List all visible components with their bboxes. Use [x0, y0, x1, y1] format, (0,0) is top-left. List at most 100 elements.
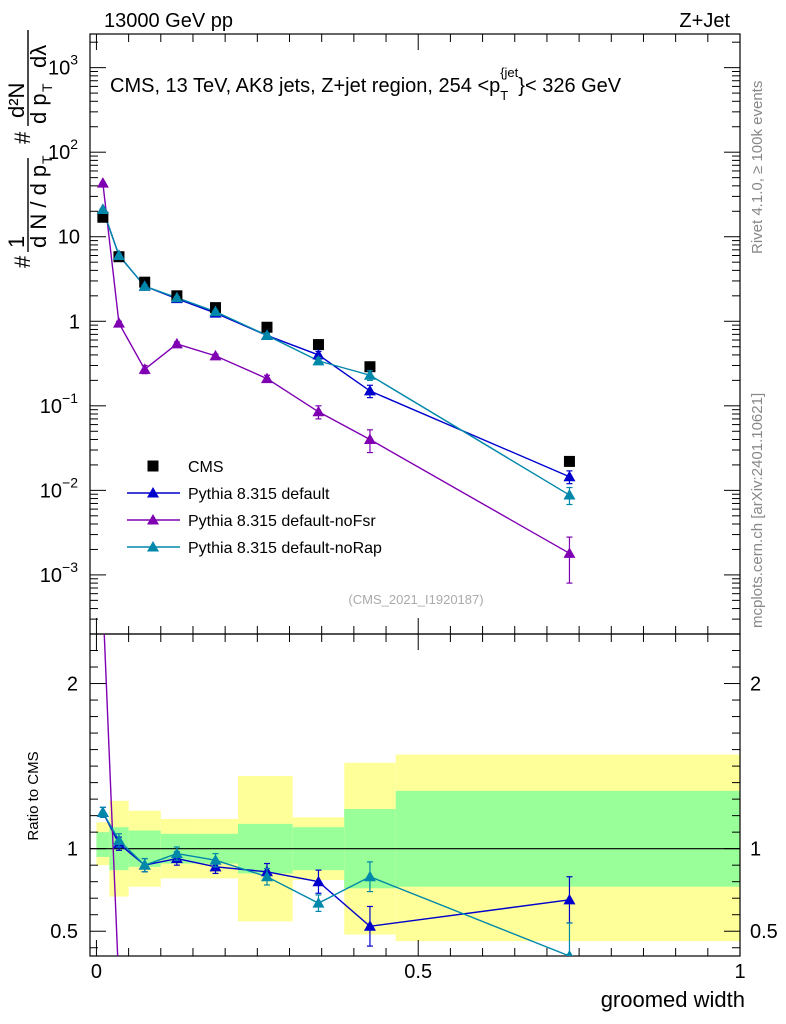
- ylabel-one: 1: [4, 236, 29, 248]
- data-point-mc: [363, 433, 376, 444]
- data-point-mc: [363, 369, 376, 380]
- data-point-mc: [209, 305, 222, 317]
- analysis-watermark: (CMS_2021_I1920187): [348, 592, 483, 607]
- x-tick-label: 0.5: [404, 961, 432, 983]
- legend-label: CMS: [188, 459, 224, 476]
- ratio-point: [209, 854, 222, 865]
- legend-marker: [147, 487, 159, 498]
- ratio-y-tick-label: 0.5: [50, 921, 78, 943]
- ratio-point: [566, 950, 573, 956]
- ratio-point: [138, 859, 151, 870]
- legend-label: Pythia 8.315 default-noFsr: [188, 513, 376, 530]
- data-point-cms: [312, 339, 324, 351]
- plot-title: CMS, 13 TeV, AK8 jets, Z+jet region, 254…: [110, 65, 622, 103]
- data-point-mc: [112, 317, 125, 328]
- ratio-y-tick-label-right: 2: [750, 674, 761, 696]
- ratio-y-ticks: 0.5 0.5 1 1 2 2: [50, 633, 778, 949]
- legend-marker: [147, 514, 159, 525]
- series-line: [102, 209, 570, 496]
- ylabel-den-sub: T: [39, 155, 55, 164]
- data-point-mc: [563, 547, 576, 558]
- x-tick-label: 1: [734, 961, 745, 983]
- main-y-axis-label: # 1 d N / d p T # d²N d p T dλ: [4, 30, 55, 268]
- rivet-version-label: Rivet 4.1.0, ≥ 100k events: [749, 81, 766, 254]
- legend-label: Pythia 8.315 default-noRap: [188, 540, 382, 557]
- legend: CMS Pythia 8.315 default Pythia 8.315 defa…: [127, 459, 382, 557]
- data-point-mc: [209, 349, 222, 361]
- ratio-series: [96, 634, 576, 956]
- ylabel-hash: #: [10, 255, 35, 268]
- ratio-point: [96, 806, 109, 817]
- ylabel-dlambda: dλ: [26, 45, 51, 68]
- ratio-point: [112, 834, 125, 845]
- uncertainty-band-green: [395, 790, 740, 887]
- data-point-mc: [260, 372, 273, 384]
- title-sup: {jet: [500, 65, 518, 80]
- data-point-mc: [260, 329, 273, 340]
- ratio-y-tick-label-right: 1: [750, 839, 761, 861]
- uncertainty-band-green: [96, 832, 110, 857]
- ratio-y-tick-label-right: 0.5: [750, 921, 778, 943]
- legend-label: Pythia 8.315 default: [188, 486, 330, 503]
- main-y-ticks: 10−3 10−2 10−1 1 10 102 103: [40, 41, 740, 635]
- ratio-line: [103, 634, 119, 956]
- data-point-mc: [312, 348, 325, 360]
- main-panel: 10−3 10−2 10−1 1 10 102 103 CMS, 13 TeV, AK8 j…: [4, 30, 741, 635]
- data-point-mc: [96, 203, 109, 214]
- main-x-ticks: [95, 34, 741, 634]
- y-tick-label: 10−1: [40, 390, 78, 418]
- data-point-mc: [170, 337, 183, 349]
- ratio-point: [363, 920, 376, 931]
- data-point-mc: [312, 354, 325, 366]
- data-point-cms: [563, 455, 575, 467]
- ratio-point: [312, 875, 325, 887]
- ylabel-den: d N / d p: [26, 165, 51, 248]
- main-series: [96, 177, 576, 584]
- ratio-y-axis-label: Ratio to CMS: [25, 751, 42, 840]
- y-tick-label: 1: [69, 311, 80, 333]
- series-line: [102, 209, 570, 478]
- ratio-point: [170, 847, 183, 859]
- data-point-mc: [138, 280, 151, 291]
- ratio-x-ticks: 0 0.5 1: [91, 634, 746, 983]
- y-tick-label: 103: [48, 52, 78, 80]
- y-tick-label: 10−3: [40, 559, 78, 587]
- legend-marker: [147, 541, 159, 552]
- ratio-point: [312, 897, 325, 908]
- title-sub: T: [500, 88, 508, 103]
- data-point-cms: [97, 211, 109, 223]
- ylabel-den2-sub: T: [39, 83, 55, 92]
- data-point-cms: [261, 321, 273, 333]
- ratio-panel: 0.5 0.51 12 2 0 0.5 1 Ratio to CMS groomed wi…: [25, 633, 778, 1012]
- data-point-mc: [96, 177, 109, 188]
- data-point-mc: [170, 291, 183, 303]
- ratio-bands: [90, 754, 740, 942]
- ratio-point: [363, 870, 376, 882]
- legend-marker: [147, 460, 159, 472]
- ratio-point: [260, 870, 273, 882]
- title-main: CMS, 13 TeV, AK8 jets, Z+jet region, 254…: [110, 75, 500, 97]
- data-point-mc: [563, 489, 576, 500]
- data-point-mc: [112, 249, 125, 260]
- title-tail: }< 326 GeV: [518, 75, 622, 97]
- data-point-cms: [364, 361, 376, 373]
- ratio-point: [563, 893, 576, 905]
- ratio-y-tick-label: 2: [67, 674, 78, 696]
- series-line: [102, 183, 570, 554]
- ratio-frame: [89, 633, 741, 957]
- data-point-mc: [363, 384, 376, 396]
- y-tick-label: 10: [58, 227, 80, 249]
- y-tick-label: 102: [48, 136, 78, 164]
- data-point-mc: [563, 470, 576, 482]
- data-point-mc: [312, 405, 325, 417]
- process-label: Z+Jet: [679, 10, 730, 32]
- mcplots-label: mcplots.cern.ch [arXiv:2401.10621]: [749, 393, 766, 628]
- ratio-series-clipped: [96, 634, 576, 956]
- x-axis-label: groomed width: [601, 987, 745, 1012]
- energy-label: 13000 GeV pp: [104, 10, 233, 32]
- ratio-y-tick-label: 1: [67, 839, 78, 861]
- data-point-mc: [138, 363, 151, 374]
- ylabel-hash2: #: [10, 131, 35, 144]
- ylabel-num: d²N: [4, 83, 29, 118]
